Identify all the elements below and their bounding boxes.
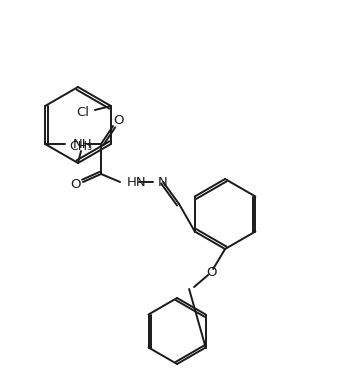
Text: O: O (70, 178, 80, 191)
Text: CH₃: CH₃ (69, 139, 93, 152)
Text: HN: HN (127, 176, 147, 188)
Text: NH: NH (73, 137, 93, 151)
Text: N: N (158, 176, 168, 188)
Text: O: O (206, 266, 216, 279)
Text: Cl: Cl (76, 105, 90, 119)
Text: O: O (113, 115, 123, 127)
